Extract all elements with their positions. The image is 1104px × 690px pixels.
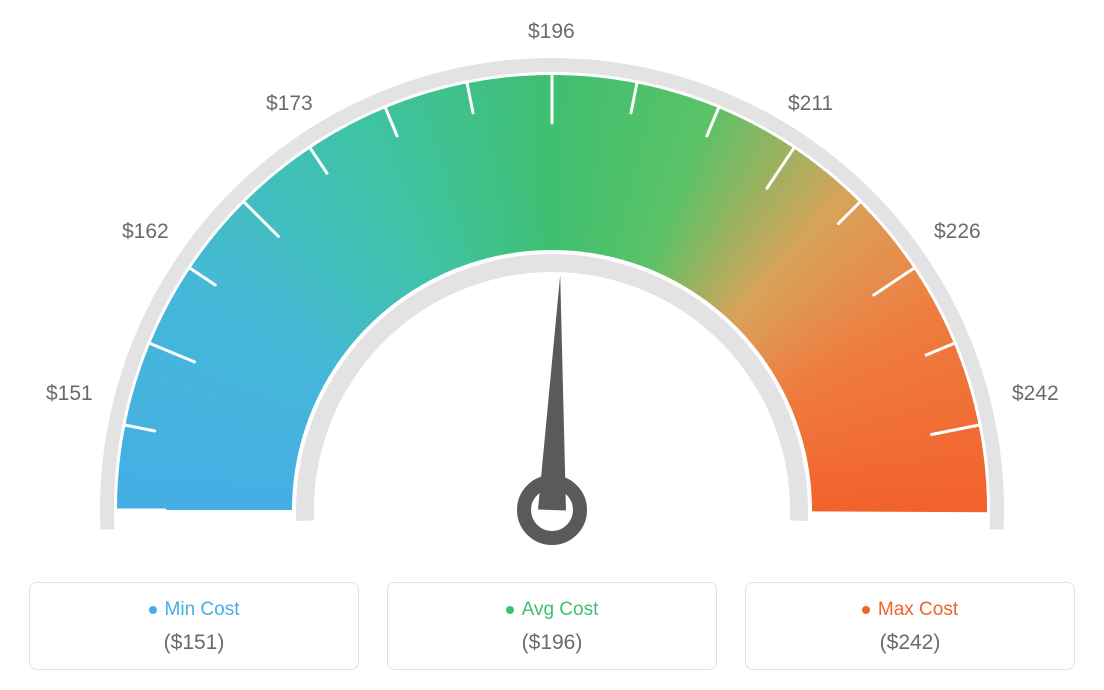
gauge-tick-label: $242	[1012, 382, 1059, 406]
legend-dot-icon	[506, 606, 514, 614]
gauge-tick-label: $162	[122, 220, 169, 244]
gauge-svg	[22, 10, 1082, 570]
legend-title: Avg Cost	[506, 599, 599, 621]
legend-title: Max Cost	[862, 599, 958, 621]
gauge-tick-label: $226	[934, 220, 981, 244]
legend-title-text: Avg Cost	[522, 599, 599, 621]
legend-title-text: Max Cost	[878, 599, 958, 621]
gauge-container: $151 $162 $173 $196 $211 $226 $242	[22, 10, 1082, 570]
gauge-tick-label: $196	[528, 20, 575, 44]
legend-card: Max Cost ($242)	[745, 582, 1075, 670]
legend-card: Avg Cost ($196)	[387, 582, 717, 670]
legend-value: ($196)	[388, 631, 716, 655]
legend-card: Min Cost ($151)	[29, 582, 359, 670]
legend-title-text: Min Cost	[165, 599, 240, 621]
legend-value: ($242)	[746, 631, 1074, 655]
gauge-tick-label: $151	[46, 382, 93, 406]
legend-value: ($151)	[30, 631, 358, 655]
gauge-tick-label: $211	[788, 92, 833, 116]
legend-row: Min Cost ($151) Avg Cost ($196) Max Cost ($24…	[0, 582, 1104, 670]
gauge-tick-label: $173	[266, 92, 313, 116]
legend-dot-icon	[149, 606, 157, 614]
legend-title: Min Cost	[149, 599, 240, 621]
legend-dot-icon	[862, 606, 870, 614]
